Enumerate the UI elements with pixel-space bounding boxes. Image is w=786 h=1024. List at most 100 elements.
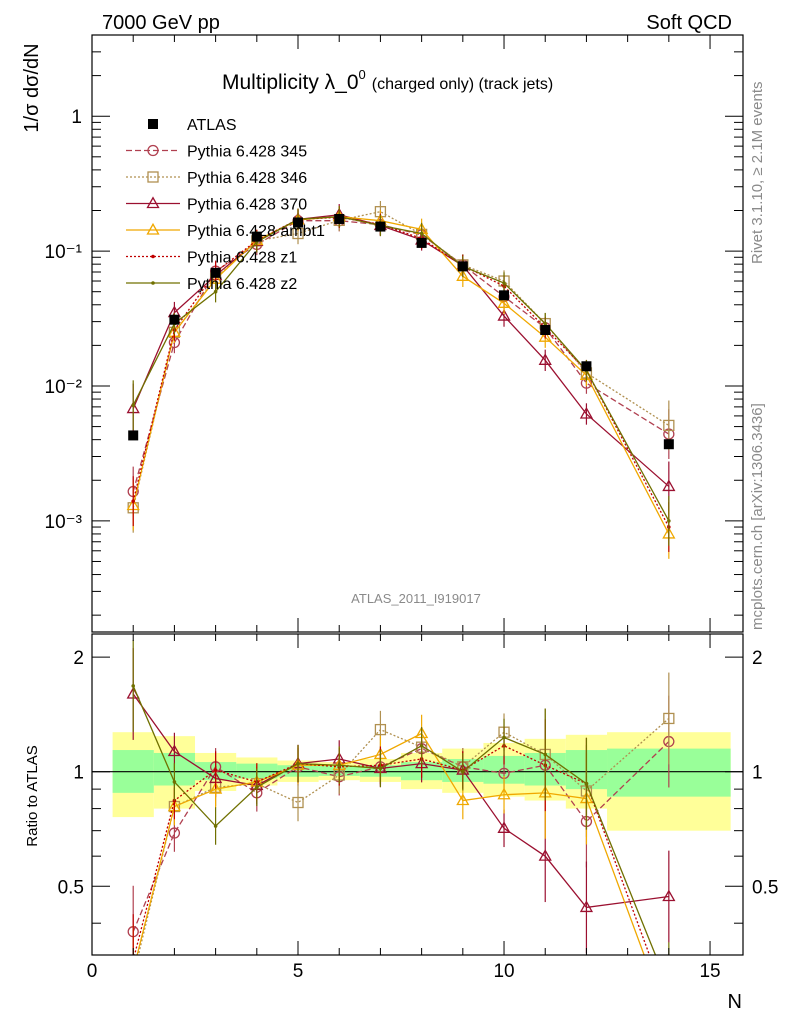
data-marker: [375, 221, 386, 232]
ratio-marker: [128, 971, 138, 981]
series-marker: [131, 403, 136, 408]
ratio-series-group: [126, 640, 676, 1024]
series-marker: [131, 499, 136, 503]
ratio-marker: [461, 769, 465, 774]
ratio-tick-label-left: 1: [73, 763, 84, 784]
x-tick-label: 0: [87, 961, 98, 982]
data-marker: [128, 430, 139, 441]
ratio-marker: [255, 785, 259, 790]
legend-marker-data: [148, 119, 158, 129]
ratio-marker: [419, 743, 424, 748]
series-marker: [456, 269, 470, 281]
legend-label: Pythia 6.428 345: [187, 144, 307, 161]
ratio-y-axis-label: Ratio to ATLAS: [24, 745, 41, 846]
legend-label: Pythia 6.428 346: [187, 170, 307, 187]
ratio-marker: [663, 712, 675, 725]
ratio-tick-label-left: 0.5: [58, 877, 84, 898]
series-marker: [502, 281, 506, 285]
legend-marker: [146, 222, 160, 235]
data-marker: [457, 261, 468, 272]
series-marker: [213, 289, 218, 294]
ratio-marker: [131, 684, 136, 688]
legend-label: Pythia 6.428 370: [187, 197, 307, 214]
main-series-group: [126, 200, 676, 559]
data-marker: [334, 213, 345, 224]
ratio-marker: [663, 1016, 674, 1024]
y-axis-label: 1/σ dσ/dN: [21, 43, 43, 132]
axes-frames: [91, 34, 744, 956]
ratio-marker: [131, 958, 135, 962]
axis-ticks: 0 5 10 15 10⁻³ 10⁻² 10⁻¹ 1 0.5 0.5 1 1 2 2: [45, 34, 778, 982]
ratio-tick-label-right: 1: [752, 763, 763, 784]
data-marker: [251, 231, 262, 242]
ratio-marker: [543, 752, 548, 757]
y-tick-label: 10⁻³: [45, 512, 83, 533]
rivet-label: Rivet 3.1.10, ≥ 2.1M events: [749, 82, 766, 265]
ratio-tick-label-right: 0.5: [752, 877, 778, 898]
legend-marker: [146, 196, 160, 209]
legend-marker: [151, 281, 155, 285]
legend-marker: [147, 144, 159, 157]
series-marker: [662, 479, 676, 492]
ratio-marker: [167, 744, 182, 757]
ratio-tick-label-left: 2: [73, 648, 84, 669]
legend-label: Pythia 6.428 ambt1: [187, 223, 325, 240]
ratio-marker: [213, 768, 218, 772]
analysis-watermark: ATLAS_2011_I919017: [351, 591, 481, 606]
series-marker: [579, 406, 594, 419]
ratio-marker: [538, 849, 552, 861]
header-left: 7000 GeV pp: [102, 12, 220, 34]
ratio-marker: [579, 900, 594, 913]
y-tick-label: 10⁻²: [45, 377, 83, 398]
series-marker: [497, 308, 511, 321]
y-tick-label: 10⁻¹: [45, 242, 83, 263]
ratio-marker: [168, 827, 181, 839]
x-tick-label: 5: [293, 961, 304, 982]
ratio-marker: [497, 787, 511, 800]
ratio-marker: [208, 782, 223, 794]
data-marker: [210, 267, 221, 278]
legend-label: Pythia 6.428 z2: [187, 276, 297, 293]
ratio-line: [132, 685, 657, 955]
ratio-marker: [213, 824, 218, 828]
ratio-marker: [584, 781, 589, 786]
series-marker: [667, 519, 671, 523]
x-tick-label: 10: [493, 961, 514, 982]
data-marker: [540, 325, 551, 336]
data-marker: [416, 237, 427, 248]
series-marker: [538, 353, 552, 365]
data-marker: [581, 361, 592, 372]
series-marker: [663, 419, 675, 432]
x-axis-label: N: [728, 991, 742, 1013]
ratio-marker: [497, 821, 511, 833]
legend-marker: [151, 254, 155, 259]
ratio-marker: [456, 793, 470, 806]
ratio-marker: [128, 965, 139, 975]
data-marker: [293, 217, 304, 228]
series-marker: [419, 231, 424, 236]
series-marker: [543, 321, 548, 326]
data-marker: [663, 439, 674, 450]
chart-title: Multiplicity λ_00(charged only) (track j…: [222, 67, 553, 94]
ratio-marker: [502, 735, 506, 740]
legend-label-data: ATLAS: [187, 117, 237, 134]
ratio-marker: [296, 761, 300, 766]
data-marker: [499, 290, 510, 301]
ratio-marker: [667, 986, 671, 990]
y-tick-label: 1: [71, 107, 82, 128]
x-tick-label: 15: [699, 961, 720, 982]
header-right: Soft QCD: [646, 12, 732, 34]
ratio-marker: [662, 889, 676, 902]
ratio-marker: [337, 763, 342, 768]
mcplots-label: mcplots.cern.ch [arXiv:1306.3436]: [749, 403, 766, 630]
data-marker: [169, 314, 180, 325]
legend: ATLAS Pythia 6.428 345 Pythia 6.428 346 Pyt…: [126, 117, 325, 293]
ratio-marker: [292, 796, 304, 809]
series-marker: [538, 330, 552, 342]
series-marker: [497, 296, 511, 308]
legend-label: Pythia 6.428 z1: [187, 250, 297, 267]
ratio-frame: [91, 633, 744, 956]
main-frame: [91, 34, 744, 633]
ratio-marker: [378, 766, 383, 771]
